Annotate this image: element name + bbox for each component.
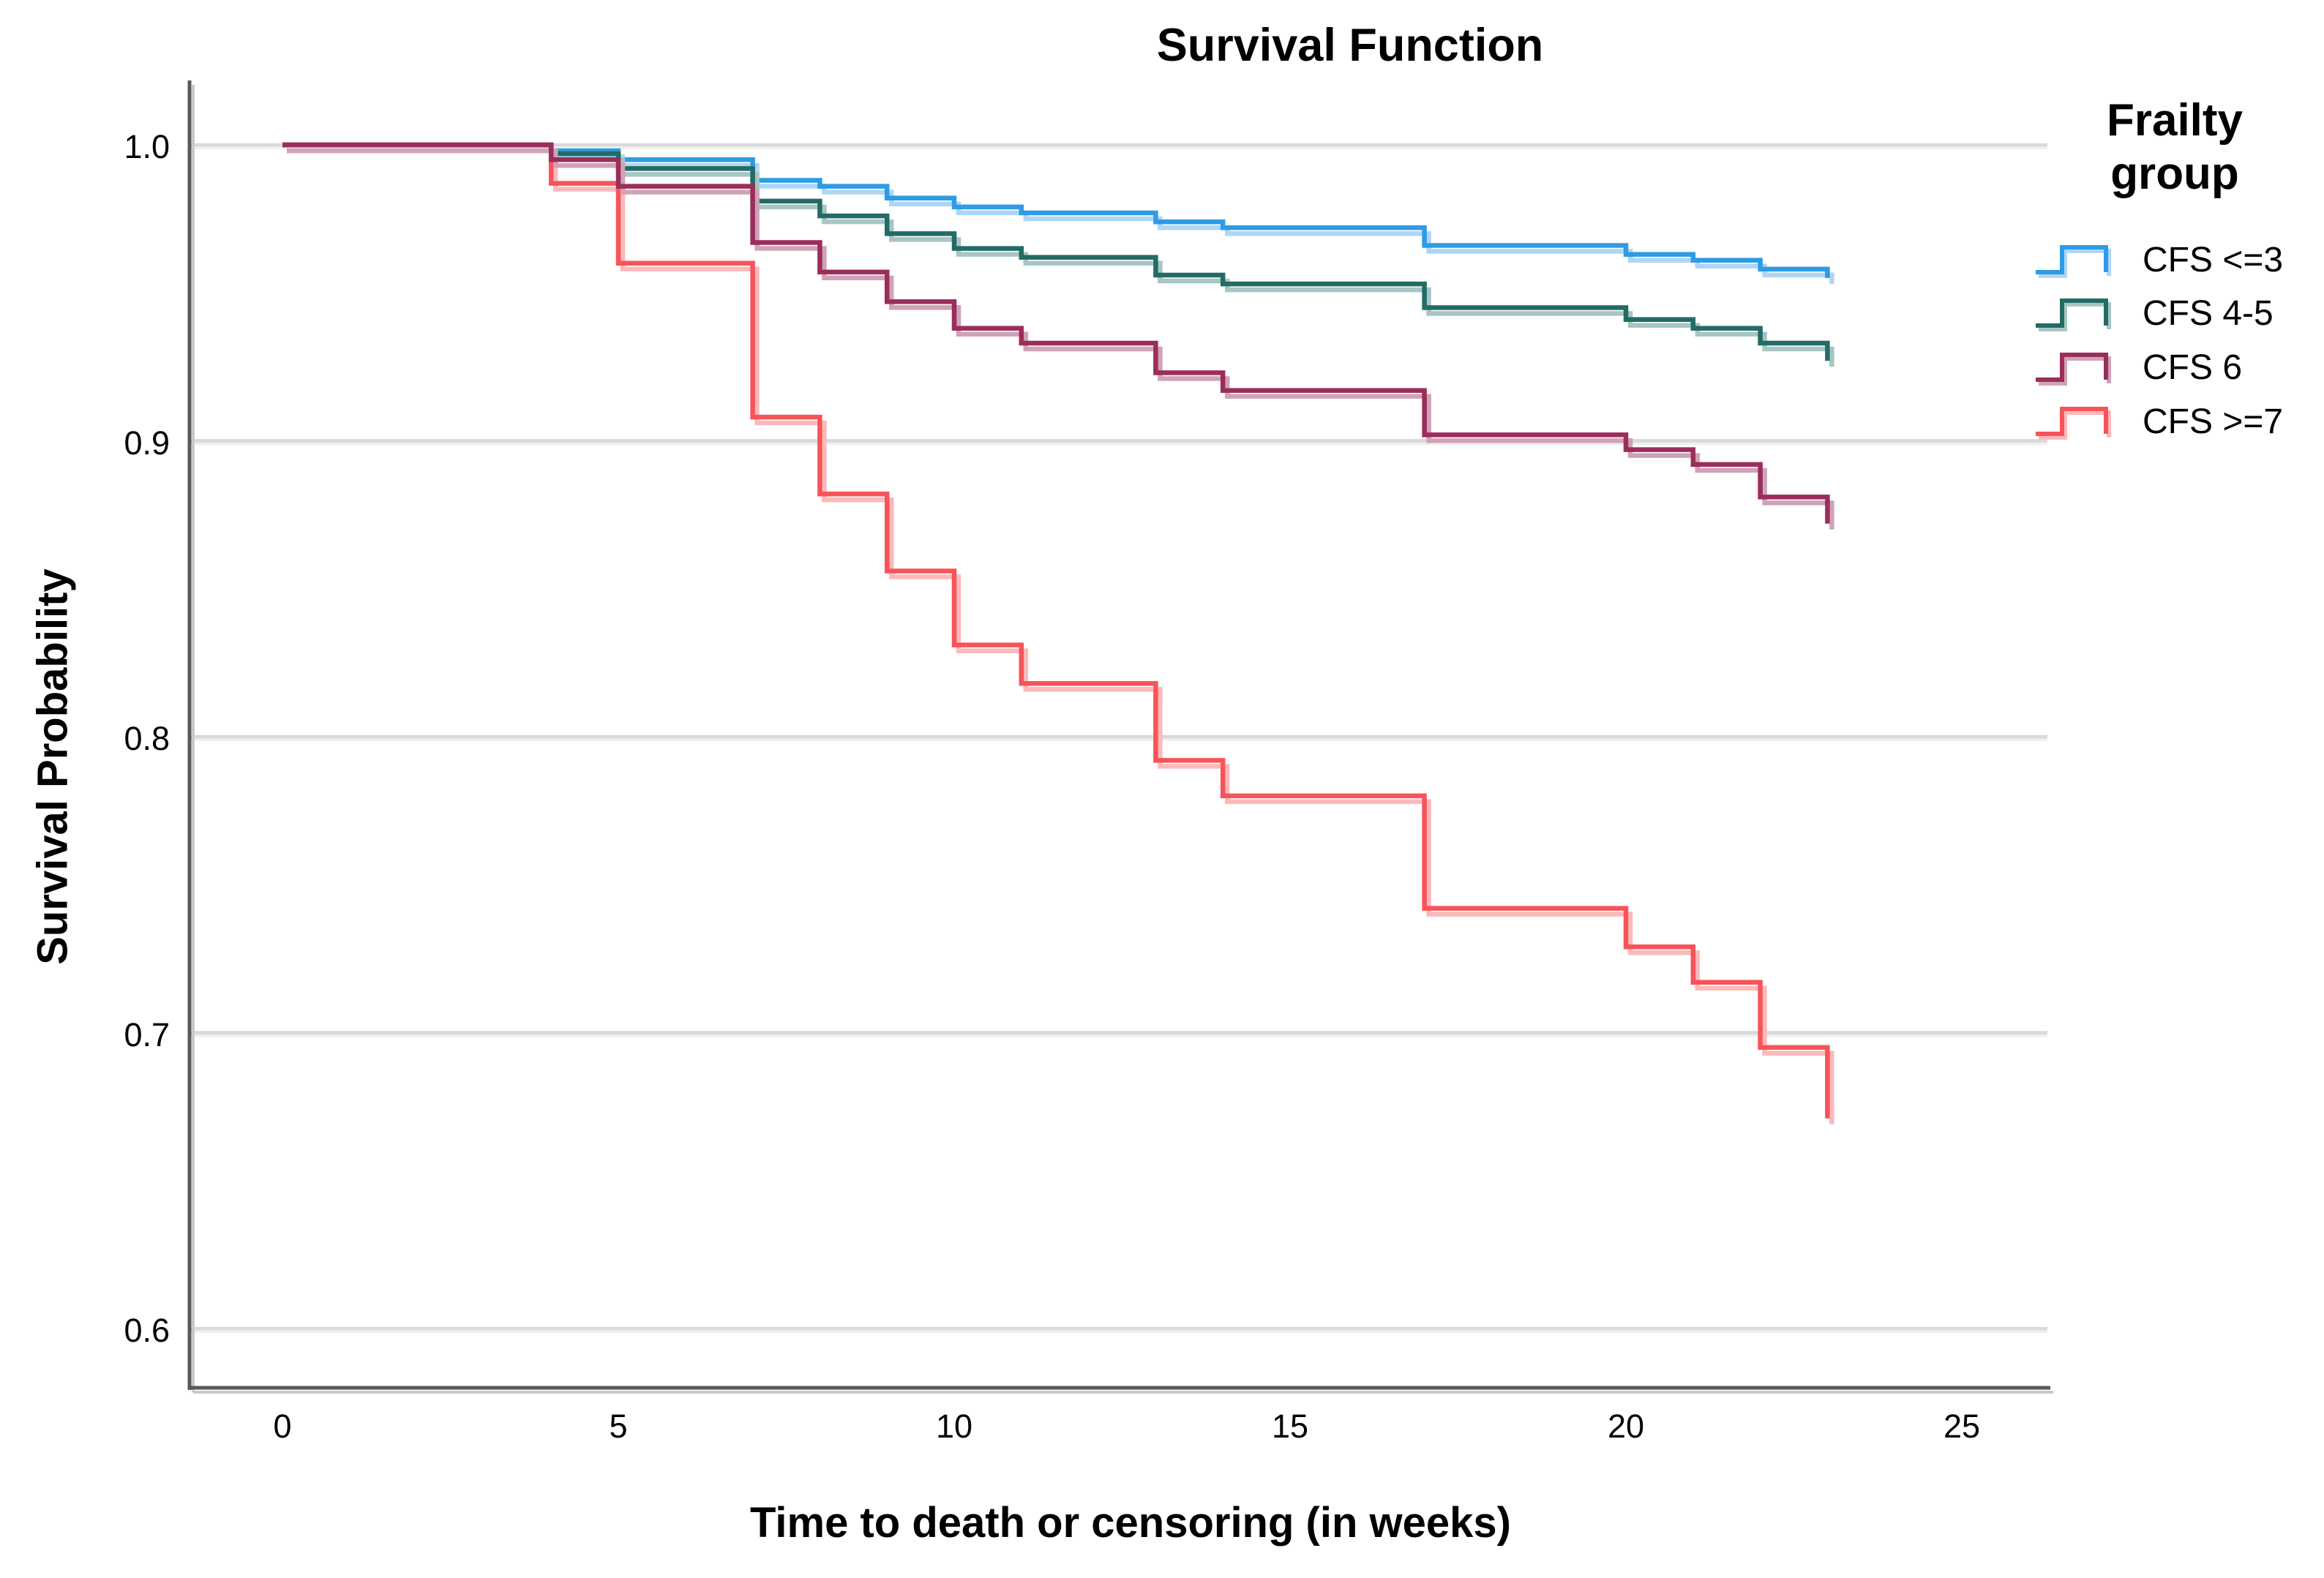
legend-title: Frailty group bbox=[2107, 94, 2243, 200]
legend-swatch-shadow bbox=[2039, 356, 2111, 386]
curve-cfs-7 bbox=[282, 142, 1830, 1119]
curve-shadow-cfs-6 bbox=[287, 148, 1834, 530]
legend-swatch-cfs-4-5 bbox=[2036, 298, 2111, 331]
curve-cfs-4-5 bbox=[282, 142, 1830, 361]
x-axis-title: Time to death or censoring (in weeks) bbox=[750, 1499, 1511, 1547]
legend-swatch-shadow bbox=[2039, 410, 2111, 440]
legend-label-cfs-6: CFS 6 bbox=[2143, 348, 2243, 387]
chart-title: Survival Function bbox=[1156, 20, 1544, 71]
x-tick-label-5: 5 bbox=[609, 1408, 628, 1445]
legend-label-cfs-4-5: CFS 4-5 bbox=[2143, 294, 2274, 333]
x-tick-label-15: 15 bbox=[1271, 1408, 1309, 1445]
legend-label-cfs-7: CFS >=7 bbox=[2143, 402, 2284, 441]
legend-swatch-line bbox=[2036, 298, 2108, 328]
legend-swatch-line bbox=[2036, 245, 2108, 274]
legend-label-cfs-3: CFS <=3 bbox=[2143, 241, 2284, 279]
legend-swatch-shadow bbox=[2039, 302, 2111, 331]
x-tick-label-20: 20 bbox=[1607, 1408, 1645, 1445]
x-tick-label-10: 10 bbox=[935, 1408, 973, 1445]
y-tick-label-0.6: 0.6 bbox=[124, 1312, 170, 1349]
legend-swatch-cfs-7 bbox=[2036, 407, 2111, 440]
x-tick-label-0: 0 bbox=[273, 1408, 292, 1445]
x-tick-label-25: 25 bbox=[1943, 1408, 1981, 1445]
curve-cfs-6 bbox=[282, 142, 1830, 524]
curve-cfs-3 bbox=[282, 142, 1830, 278]
y-tick-label-1.0: 1.0 bbox=[124, 128, 170, 165]
y-tick-label-0.7: 0.7 bbox=[124, 1015, 170, 1053]
legend-swatch-shadow bbox=[2039, 249, 2111, 278]
legend-swatch-line bbox=[2036, 353, 2108, 382]
y-axis-title: Survival Probability bbox=[29, 568, 77, 965]
legend-title-line2: group bbox=[2110, 149, 2239, 200]
y-tick-label-0.9: 0.9 bbox=[124, 424, 170, 462]
legend-swatch-line bbox=[2036, 407, 2108, 436]
curve-shadow-cfs-7 bbox=[287, 148, 1834, 1124]
y-tick-label-0.8: 0.8 bbox=[124, 720, 170, 757]
legend-swatch-cfs-6 bbox=[2036, 353, 2111, 386]
legend-title-line1: Frailty bbox=[2106, 95, 2244, 146]
legend-swatch-cfs-3 bbox=[2036, 245, 2111, 278]
